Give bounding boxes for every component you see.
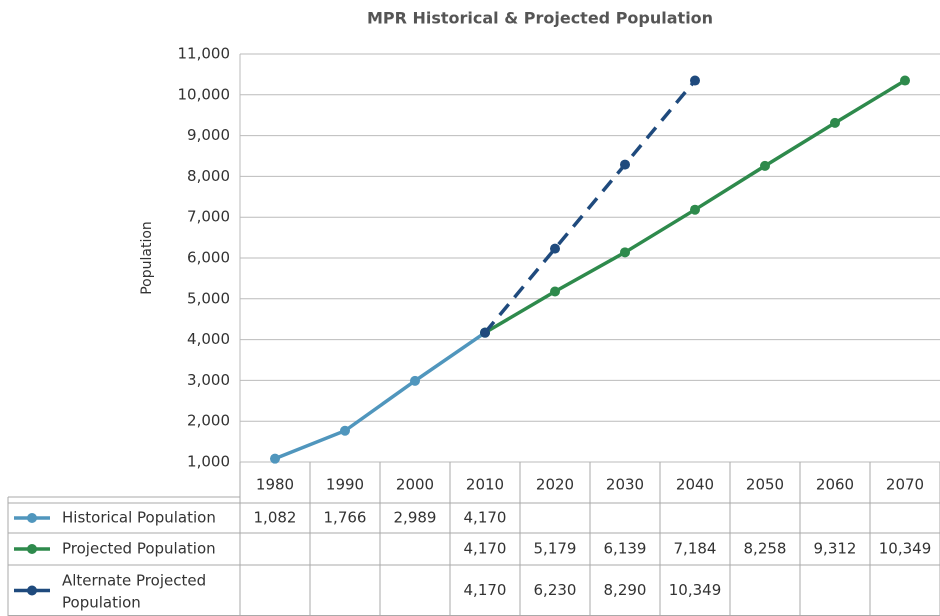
y-tick-label: 4,000 xyxy=(187,330,230,348)
table-value: 4,170 xyxy=(464,540,507,558)
table-value: 8,258 xyxy=(744,540,787,558)
table-value: 10,349 xyxy=(879,540,932,558)
table-value: 4,170 xyxy=(464,509,507,527)
y-tick-label: 3,000 xyxy=(187,371,230,389)
legend-label: Alternate Projected Population xyxy=(62,571,206,611)
x-tick-label: 2000 xyxy=(396,476,434,494)
table-value: 6,230 xyxy=(534,581,577,599)
data-point xyxy=(270,453,280,464)
y-tick-label: 11,000 xyxy=(178,45,231,63)
table-value: 4,170 xyxy=(464,581,507,599)
series-line xyxy=(274,331,486,461)
legend-label-line: Population xyxy=(62,593,141,611)
data-point xyxy=(410,375,420,386)
data-point xyxy=(550,286,560,297)
table-value: 8,290 xyxy=(604,581,647,599)
x-tick-label: 1990 xyxy=(326,476,364,494)
y-tick-label: 2,000 xyxy=(187,412,230,430)
data-point xyxy=(340,425,350,436)
y-tick-label: 7,000 xyxy=(187,208,230,226)
y-axis-label: Population xyxy=(139,221,155,295)
table-value: 6,139 xyxy=(604,540,647,558)
data-point xyxy=(900,75,910,86)
table-value: 7,184 xyxy=(674,540,717,558)
x-tick-label: 2040 xyxy=(676,476,714,494)
x-tick-label: 2070 xyxy=(886,476,924,494)
y-tick-label: 1,000 xyxy=(187,453,230,471)
y-tick-label: 6,000 xyxy=(187,249,230,267)
data-point xyxy=(620,247,630,258)
table-value: 10,349 xyxy=(669,581,722,599)
table-value: 1,082 xyxy=(254,509,297,527)
data-point xyxy=(480,327,490,338)
data-point xyxy=(690,204,700,215)
legend-label-line: Alternate Projected xyxy=(62,571,206,589)
y-tick-label: 10,000 xyxy=(178,85,231,103)
data-point xyxy=(760,160,770,171)
x-tick-label: 2010 xyxy=(466,476,504,494)
x-tick-label: 1980 xyxy=(256,476,294,494)
y-tick-label: 5,000 xyxy=(187,289,230,307)
data-point xyxy=(620,159,630,170)
y-tick-label: 8,000 xyxy=(187,167,230,185)
legend-label: Projected Population xyxy=(62,540,216,558)
x-tick-label: 2050 xyxy=(746,476,784,494)
table-value: 2,989 xyxy=(394,509,437,527)
legend-key-marker xyxy=(27,513,37,523)
table-value: 1,766 xyxy=(324,509,367,527)
table-value: 9,312 xyxy=(814,540,857,558)
legend-key-marker xyxy=(27,544,37,554)
table-value: 5,179 xyxy=(534,540,577,558)
y-tick-label: 9,000 xyxy=(187,126,230,144)
data-point xyxy=(830,117,840,128)
x-tick-label: 2020 xyxy=(536,476,574,494)
data-point xyxy=(550,243,560,254)
legend-key-marker xyxy=(27,585,37,596)
chart-title: MPR Historical & Projected Population xyxy=(367,9,713,28)
data-point xyxy=(690,75,700,86)
legend-label: Historical Population xyxy=(62,509,216,527)
x-tick-label: 2030 xyxy=(606,476,644,494)
x-tick-label: 2060 xyxy=(816,476,854,494)
series-line xyxy=(483,79,697,334)
